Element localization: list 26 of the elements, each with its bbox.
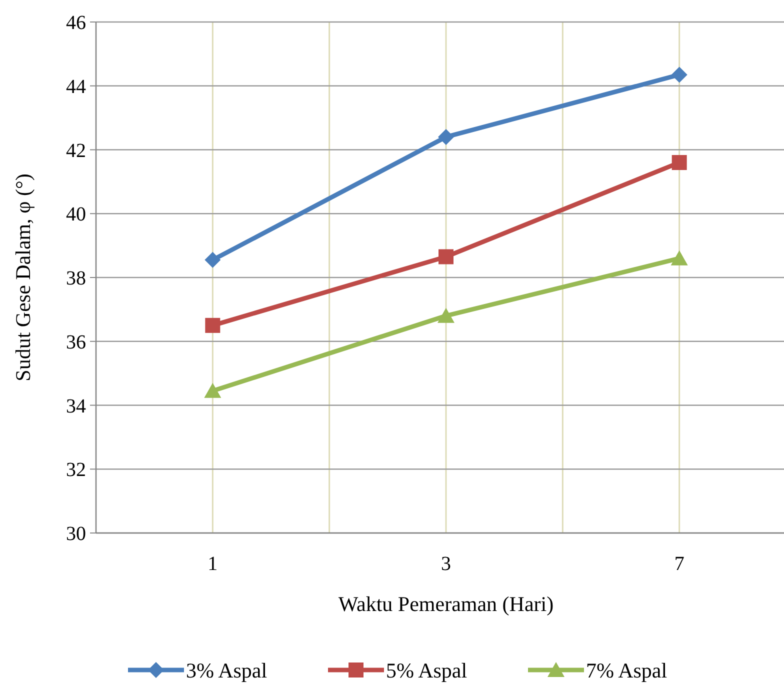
legend-label: 3% Aspal [186, 658, 268, 682]
y-tick-label: 44 [66, 76, 86, 98]
y-tick-label: 40 [66, 204, 86, 226]
point [438, 128, 454, 145]
y-tick-label: 34 [66, 395, 86, 418]
point [438, 249, 454, 264]
point [204, 382, 222, 398]
x-tick-label: 3 [441, 553, 451, 575]
legend-label: 5% Aspal [386, 658, 468, 682]
y-tick-label: 46 [66, 12, 86, 34]
y-tick-label: 30 [66, 523, 86, 545]
x-tick-label: 7 [674, 553, 684, 575]
point [205, 318, 220, 333]
y-tick-label: 36 [66, 331, 86, 354]
y-tick-label: 42 [66, 140, 86, 162]
legend-label: 7% Aspal [586, 658, 668, 682]
point [438, 308, 454, 323]
point [672, 155, 687, 170]
x-tick-label: 1 [208, 553, 218, 575]
point [670, 250, 688, 266]
point [671, 66, 688, 83]
y-tick-label: 32 [66, 459, 86, 482]
point [204, 252, 221, 268]
y-axis-title: Sudut Gese Dalam, φ (°) [11, 174, 35, 382]
y-tick-label: 38 [66, 268, 86, 290]
x-axis-title: Waktu Pemeraman (Hari) [338, 592, 554, 616]
